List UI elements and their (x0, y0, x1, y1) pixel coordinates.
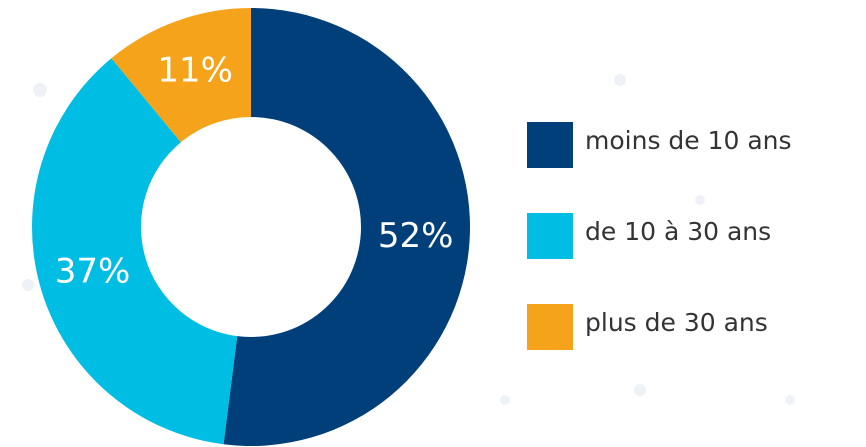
value-label: 52% (378, 216, 454, 256)
legend-swatch (527, 213, 573, 259)
legend-swatch (527, 122, 573, 168)
donut-slice (223, 8, 470, 446)
donut-slice (111, 8, 251, 143)
legend-label: plus de 30 ans (585, 308, 768, 337)
donut-slice (32, 58, 238, 445)
legend-label: moins de 10 ans (585, 126, 792, 155)
value-label: 11% (157, 50, 233, 90)
value-label: 37% (55, 252, 131, 292)
legend-swatch (527, 304, 573, 350)
legend-label: de 10 à 30 ans (585, 217, 771, 246)
